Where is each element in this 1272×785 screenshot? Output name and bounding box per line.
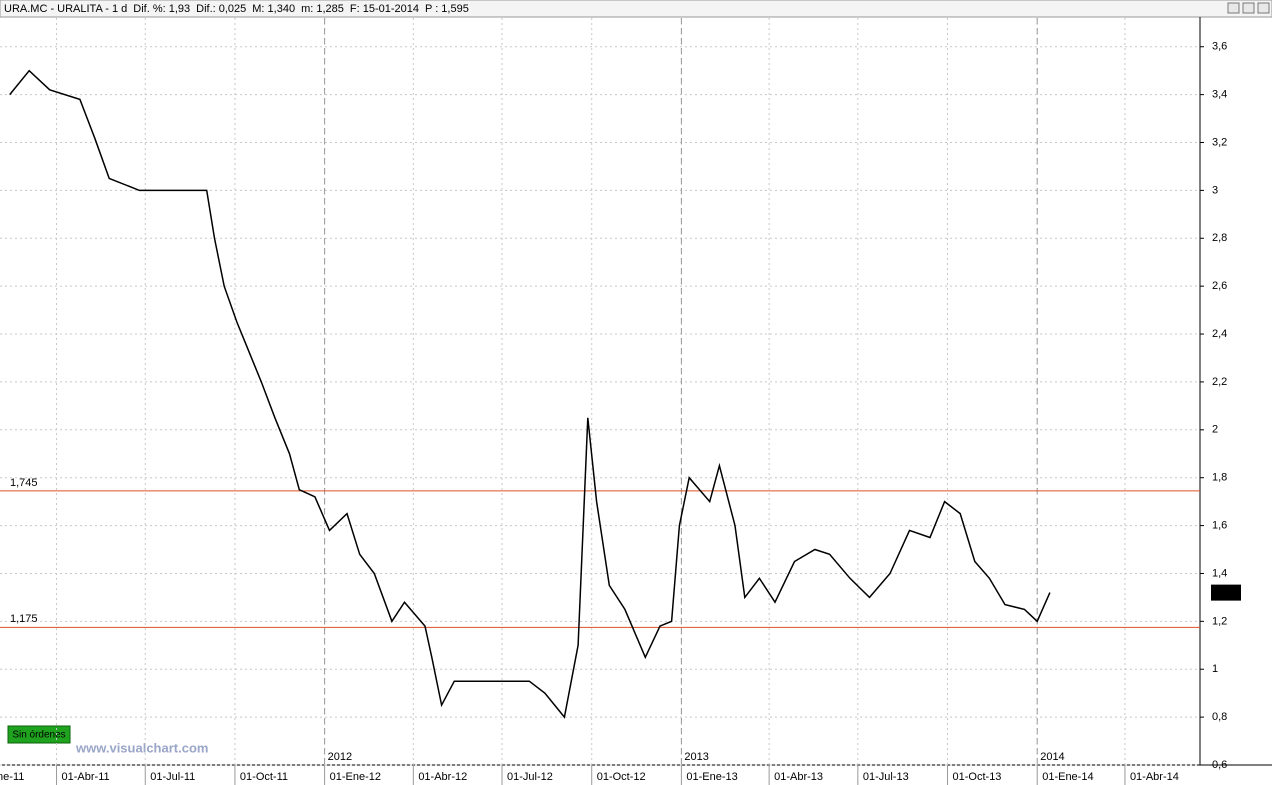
price-line bbox=[9, 69, 1051, 719]
x-tick-label: 01-Abr-14 bbox=[1130, 771, 1179, 783]
x-tick-label: 01-Ene-11 bbox=[0, 771, 24, 783]
x-tick-label: 01-Oct-11 bbox=[240, 771, 288, 783]
x-tick-label: 01-Ene-14 bbox=[1042, 771, 1093, 783]
x-tick-label: 01-Oct-13 bbox=[953, 771, 1002, 783]
last-price-box bbox=[1211, 584, 1241, 601]
reference-label: 1,175 bbox=[10, 613, 38, 625]
y-tick-label: 3,4 bbox=[1212, 89, 1227, 101]
y-tick-label: 3 bbox=[1212, 184, 1218, 196]
header-bar bbox=[0, 0, 1272, 18]
x-tick-label: 01-Jul-12 bbox=[507, 771, 553, 783]
reference-label: 1,745 bbox=[10, 477, 38, 489]
y-tick-label: 2,6 bbox=[1212, 280, 1227, 292]
header-text: M: 1,340 bbox=[252, 3, 295, 15]
header-text: F: 15-01-2014 bbox=[350, 3, 419, 15]
maximize-button[interactable] bbox=[1242, 2, 1255, 14]
year-label: 2014 bbox=[1040, 751, 1064, 763]
window-buttons bbox=[1227, 2, 1270, 14]
x-tick-label: 01-Abr-11 bbox=[62, 771, 110, 783]
x-tick-label: 01-Abr-13 bbox=[774, 771, 823, 783]
x-tick-label: 01-Ene-12 bbox=[330, 771, 381, 783]
header-text: m: 1,285 bbox=[301, 3, 344, 15]
close-button[interactable] bbox=[1257, 2, 1270, 14]
watermark: www.visualchart.com bbox=[75, 740, 208, 755]
y-tick-label: 1,8 bbox=[1212, 472, 1227, 484]
y-tick-label: 0,8 bbox=[1212, 711, 1227, 723]
y-tick-label: 2,8 bbox=[1212, 232, 1227, 244]
header-text: P : 1,595 bbox=[425, 3, 469, 15]
y-tick-label: 3,2 bbox=[1212, 136, 1227, 148]
y-tick-label: 3,6 bbox=[1212, 41, 1227, 53]
header-text: Dif. %: 1,93 bbox=[133, 3, 190, 15]
y-tick-label: 0,6 bbox=[1212, 759, 1227, 771]
x-tick-label: 01-Abr-12 bbox=[418, 771, 467, 783]
y-tick-label: 2,4 bbox=[1212, 328, 1227, 340]
y-tick-label: 2,2 bbox=[1212, 376, 1227, 388]
y-tick-label: 1 bbox=[1212, 663, 1218, 675]
last-price-label: 1,32 bbox=[1214, 587, 1235, 599]
header-text: Dif.: 0,025 bbox=[196, 3, 246, 15]
year-label: 2012 bbox=[328, 751, 352, 763]
status-box bbox=[7, 725, 71, 744]
header-text: URA.MC - URALITA - 1 d bbox=[4, 3, 127, 15]
x-tick-label: 01-Ene-13 bbox=[686, 771, 737, 783]
y-tick-label: 2 bbox=[1212, 424, 1218, 436]
y-tick-label: 1,2 bbox=[1212, 615, 1227, 627]
x-tick-label: 01-Jul-13 bbox=[863, 771, 909, 783]
x-tick-label: 01-Jul-11 bbox=[150, 771, 195, 783]
status-text: Sin órdenes bbox=[12, 730, 65, 741]
y-tick-label: 1,4 bbox=[1212, 567, 1227, 579]
minimize-button[interactable] bbox=[1227, 2, 1240, 14]
year-label: 2013 bbox=[684, 751, 708, 763]
x-tick-label: 01-Oct-12 bbox=[597, 771, 646, 783]
y-tick-label: 1,6 bbox=[1212, 519, 1227, 531]
